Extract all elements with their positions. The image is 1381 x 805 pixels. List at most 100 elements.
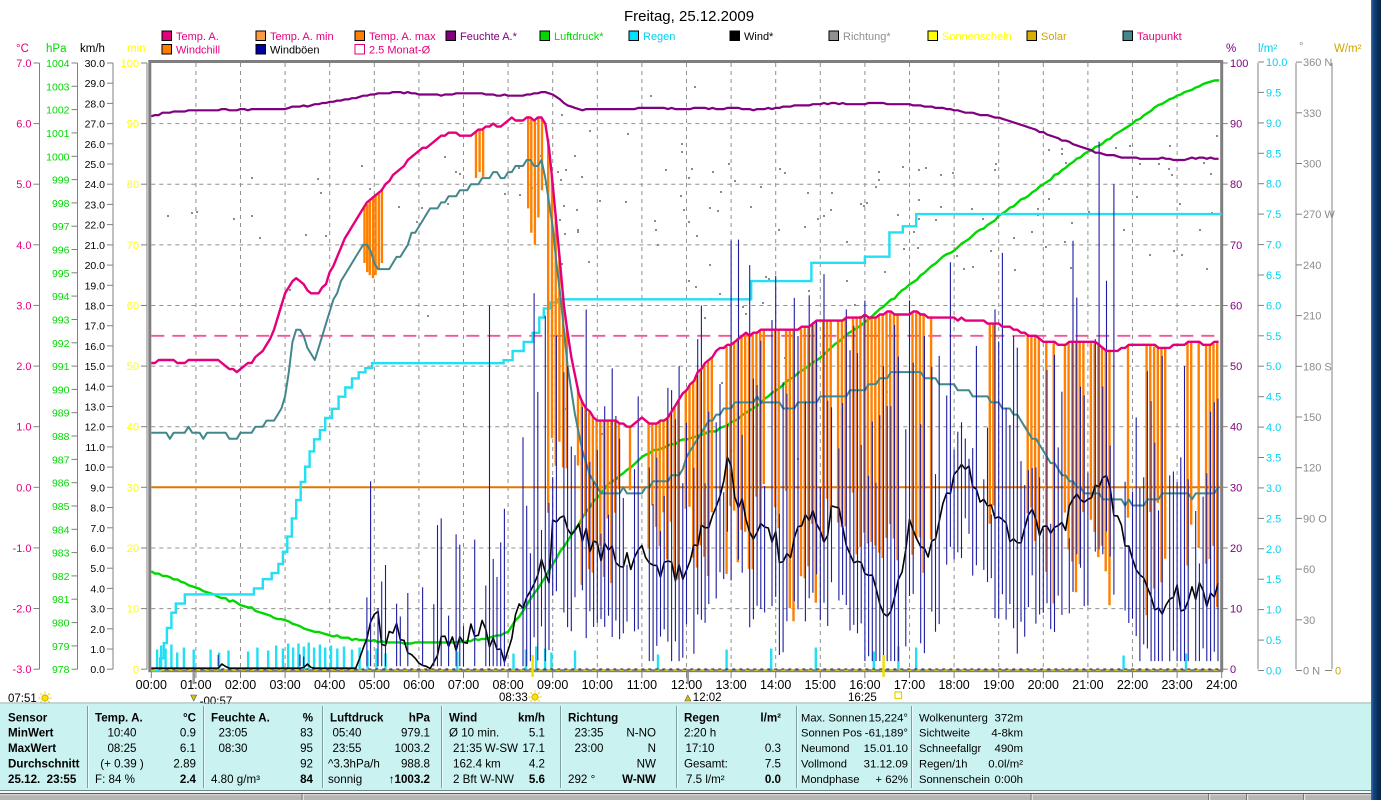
svg-text:1000: 1000	[46, 151, 70, 163]
svg-text:10:40: 10:40	[107, 727, 136, 740]
svg-text:30: 30	[1230, 482, 1242, 494]
svg-text:83: 83	[300, 727, 313, 740]
svg-text:90: 90	[1230, 119, 1242, 131]
svg-text:360 N: 360 N	[1303, 57, 1332, 69]
svg-text:07:51: 07:51	[8, 693, 37, 705]
svg-text:9.0: 9.0	[90, 482, 105, 494]
svg-text:84: 84	[300, 773, 313, 786]
svg-text:W-NW: W-NW	[622, 773, 656, 786]
svg-text:Luftdruck: Luftdruck	[330, 712, 384, 725]
svg-text:10.0: 10.0	[85, 462, 106, 474]
svg-text:-1.0: -1.0	[13, 543, 32, 555]
svg-text:7.5: 7.5	[1266, 209, 1281, 221]
svg-text:999: 999	[52, 175, 70, 187]
svg-text:1001: 1001	[46, 128, 70, 140]
svg-text:4-8km: 4-8km	[991, 728, 1023, 740]
svg-text:2.5 Monat-Ø: 2.5 Monat-Ø	[369, 45, 431, 57]
svg-text:1003.2: 1003.2	[395, 742, 430, 755]
svg-text:°: °	[1299, 41, 1303, 53]
svg-text:Gesamt:: Gesamt:	[684, 758, 728, 771]
svg-text:8.0: 8.0	[1266, 179, 1281, 191]
svg-text:sonnig: sonnig	[328, 773, 362, 786]
svg-text:22.0: 22.0	[85, 220, 106, 232]
svg-text:↑1003.2: ↑1003.2	[389, 773, 430, 786]
svg-text:04:00: 04:00	[314, 678, 345, 692]
svg-text:13:00: 13:00	[715, 678, 746, 692]
svg-text:998: 998	[52, 198, 70, 210]
svg-text:^3.3hPa/h: ^3.3hPa/h	[328, 758, 380, 771]
svg-text:40: 40	[1230, 422, 1242, 434]
svg-text:3.0: 3.0	[1266, 483, 1281, 495]
svg-text:993: 993	[52, 315, 70, 327]
svg-text:3.0: 3.0	[16, 300, 31, 312]
svg-text:0.5: 0.5	[1266, 635, 1281, 647]
svg-text:30: 30	[1303, 615, 1315, 627]
svg-text:20:00: 20:00	[1028, 678, 1059, 692]
svg-text:Sonnenschein: Sonnenschein	[919, 774, 990, 786]
svg-text:Wind: Wind	[449, 712, 477, 725]
svg-text:18.0: 18.0	[85, 301, 106, 313]
svg-text:W-SW: W-SW	[485, 742, 518, 755]
svg-text:31.12.09: 31.12.09	[864, 759, 908, 771]
svg-text:(+ 0.39 ): (+ 0.39 )	[100, 758, 144, 771]
svg-text:986: 986	[52, 478, 70, 490]
svg-text:08:30: 08:30	[218, 742, 247, 755]
svg-text:27.0: 27.0	[85, 119, 106, 131]
svg-text:300: 300	[1303, 159, 1321, 171]
svg-text:W/m²: W/m²	[1334, 43, 1362, 55]
svg-text:29.0: 29.0	[85, 78, 106, 90]
svg-text:0.0: 0.0	[1266, 666, 1281, 678]
svg-text:9.5: 9.5	[1266, 87, 1281, 99]
svg-text:978: 978	[52, 664, 70, 676]
svg-text:hPa: hPa	[409, 712, 431, 725]
svg-text:5.5: 5.5	[1266, 331, 1281, 343]
svg-text:N: N	[648, 742, 656, 755]
svg-text:983: 983	[52, 548, 70, 560]
svg-text:Wind*: Wind*	[744, 31, 774, 43]
svg-text:Feuchte A.: Feuchte A.	[211, 712, 270, 725]
svg-text:0 N: 0 N	[1303, 666, 1320, 678]
svg-text:%: %	[1226, 43, 1236, 55]
svg-text:15,224°: 15,224°	[869, 713, 908, 725]
svg-text:60: 60	[1230, 301, 1242, 313]
svg-text:990: 990	[52, 384, 70, 396]
svg-text:7.5: 7.5	[765, 758, 781, 771]
svg-text:05:00: 05:00	[359, 678, 390, 692]
svg-text:8.0: 8.0	[90, 503, 105, 515]
svg-text:Sensor: Sensor	[8, 712, 48, 725]
svg-text:F: 84 %: F: 84 %	[95, 773, 135, 786]
svg-text:60: 60	[127, 301, 139, 313]
svg-text:988: 988	[52, 431, 70, 443]
svg-text:4.0: 4.0	[1266, 422, 1281, 434]
svg-text:2.0: 2.0	[1266, 544, 1281, 556]
svg-text:4.2: 4.2	[529, 758, 545, 771]
svg-text:2:20 h: 2:20 h	[684, 727, 716, 740]
svg-text:90: 90	[127, 119, 139, 131]
svg-text:Temp. A. max: Temp. A. max	[369, 31, 436, 43]
svg-text:2.89: 2.89	[173, 758, 196, 771]
svg-text:1.0: 1.0	[16, 422, 31, 434]
svg-text:%: %	[303, 712, 313, 725]
svg-text:20: 20	[127, 543, 139, 555]
svg-text:995: 995	[52, 268, 70, 280]
svg-text:16:25: 16:25	[848, 692, 877, 704]
svg-text:162.4 km: 162.4 km	[453, 758, 501, 771]
svg-text:180 S: 180 S	[1303, 361, 1332, 373]
svg-text:6.0: 6.0	[16, 119, 31, 131]
svg-text:10: 10	[127, 604, 139, 616]
svg-text:14.0: 14.0	[85, 381, 106, 393]
svg-text:70: 70	[127, 240, 139, 252]
svg-text:5.6: 5.6	[529, 773, 546, 786]
svg-text:Regen: Regen	[643, 31, 675, 43]
svg-text:1004: 1004	[46, 58, 70, 70]
svg-text:210: 210	[1303, 311, 1321, 323]
svg-text:Richtung*: Richtung*	[843, 31, 891, 43]
svg-text:1.5: 1.5	[1266, 574, 1281, 586]
svg-text:l/m²: l/m²	[1258, 43, 1277, 55]
svg-text:23:00: 23:00	[574, 742, 603, 755]
svg-text:0.3: 0.3	[765, 742, 781, 755]
svg-text:14:00: 14:00	[760, 678, 791, 692]
svg-text:Schneefallgr: Schneefallgr	[919, 743, 981, 755]
svg-text:16.0: 16.0	[85, 341, 106, 353]
svg-text:100: 100	[1230, 58, 1248, 70]
